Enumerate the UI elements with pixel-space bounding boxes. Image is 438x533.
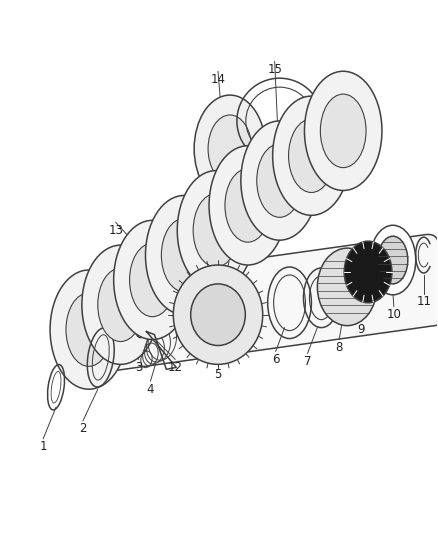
Ellipse shape: [225, 168, 271, 242]
Text: 9: 9: [357, 323, 365, 336]
Ellipse shape: [318, 248, 377, 326]
Ellipse shape: [209, 146, 286, 265]
Ellipse shape: [208, 115, 252, 182]
Text: 5: 5: [214, 368, 222, 381]
Text: 12: 12: [168, 361, 183, 374]
Ellipse shape: [98, 268, 144, 342]
Ellipse shape: [241, 121, 318, 240]
Text: 8: 8: [336, 341, 343, 354]
Ellipse shape: [193, 193, 239, 267]
Text: 13: 13: [108, 224, 123, 237]
Ellipse shape: [304, 71, 382, 190]
Text: 11: 11: [416, 295, 431, 308]
Text: 14: 14: [211, 72, 226, 86]
Text: 15: 15: [267, 63, 282, 76]
Text: 2: 2: [79, 423, 87, 435]
Text: 3: 3: [135, 361, 142, 374]
Ellipse shape: [320, 94, 366, 168]
Ellipse shape: [344, 241, 392, 303]
Ellipse shape: [50, 270, 127, 389]
Ellipse shape: [161, 219, 207, 292]
Text: 6: 6: [272, 353, 279, 366]
Text: 4: 4: [147, 383, 154, 395]
Ellipse shape: [273, 96, 350, 215]
Ellipse shape: [66, 293, 112, 366]
Ellipse shape: [173, 265, 263, 365]
Ellipse shape: [370, 225, 416, 295]
Ellipse shape: [194, 95, 266, 203]
Text: 10: 10: [386, 308, 401, 321]
Text: 1: 1: [39, 440, 47, 454]
Ellipse shape: [82, 245, 159, 365]
Ellipse shape: [138, 326, 143, 334]
Ellipse shape: [177, 171, 255, 290]
Ellipse shape: [145, 196, 223, 314]
Ellipse shape: [289, 119, 334, 192]
Ellipse shape: [114, 220, 191, 340]
Ellipse shape: [378, 236, 408, 284]
FancyBboxPatch shape: [61, 235, 438, 375]
Ellipse shape: [130, 243, 175, 317]
Ellipse shape: [135, 321, 145, 337]
Ellipse shape: [191, 284, 245, 345]
Text: 7: 7: [304, 355, 311, 368]
Ellipse shape: [257, 144, 303, 217]
